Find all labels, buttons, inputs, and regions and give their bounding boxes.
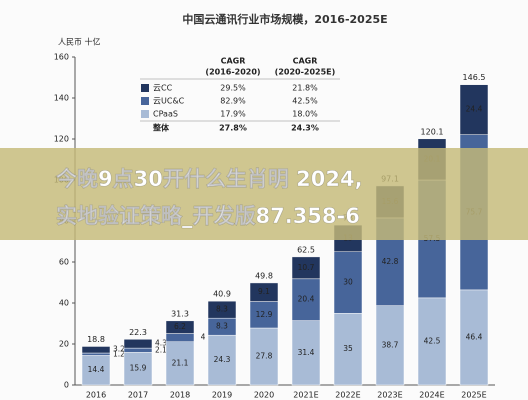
y-tick-label: 160 <box>54 53 69 62</box>
bar-segment <box>81 346 111 354</box>
cagr-value: 17.9% <box>220 110 246 119</box>
cagr-header: CAGR <box>221 57 246 66</box>
bar-segment <box>123 339 153 349</box>
x-tick-label: 2018 <box>170 391 190 400</box>
bar-segment <box>291 320 321 386</box>
data-label: 42.5 <box>424 336 441 345</box>
bar-segment <box>207 300 237 319</box>
legend-swatch <box>141 97 149 105</box>
bar-segment <box>165 341 195 386</box>
data-label: 46.4 <box>466 332 483 341</box>
bar-segment <box>459 289 489 386</box>
bar-segment <box>291 278 321 321</box>
total-label: 146.5 <box>463 73 486 82</box>
bar-segment <box>333 313 363 386</box>
data-label: 3.2 <box>113 345 125 354</box>
cagr-value: 42.5% <box>292 97 318 106</box>
x-tick-label: 2023E <box>377 391 402 400</box>
y-axis-unit: 人民币 十亿 <box>58 37 101 47</box>
cagr-value: 29.5% <box>220 84 246 93</box>
legend-swatch <box>141 84 149 92</box>
x-tick-label: 2016 <box>86 391 106 400</box>
cagr-value: 18.0% <box>292 110 318 119</box>
bar-segment <box>291 256 321 280</box>
x-tick-label: 2022E <box>335 391 360 400</box>
y-tick-label: 40 <box>59 299 69 308</box>
data-label: 8.3 <box>216 305 228 314</box>
total-label: 31.3 <box>171 309 189 318</box>
legend-label: 云CC <box>153 84 173 93</box>
data-label: 10.7 <box>298 263 315 272</box>
data-label: 4.3 <box>155 339 167 348</box>
cagr-header: (2020-2025E) <box>275 68 336 77</box>
total-label: 40.9 <box>213 290 231 299</box>
data-label: 4 <box>201 333 206 342</box>
bar-segment <box>165 320 195 334</box>
bar-segment <box>165 333 195 342</box>
bar-segment <box>249 301 279 329</box>
x-tick-label: 2021E <box>293 391 318 400</box>
data-label: 42.8 <box>382 257 399 266</box>
bar-segment <box>459 84 489 135</box>
y-tick-label: 0 <box>64 381 69 390</box>
overlay-text: 实地验证策略_开发版87.358-6 <box>56 204 360 228</box>
overall-label: 整体 <box>152 123 170 133</box>
data-label: 12.9 <box>256 310 273 319</box>
data-label: 21.1 <box>172 358 189 367</box>
data-label: 20.4 <box>298 295 315 304</box>
data-label: 14.4 <box>88 365 105 374</box>
data-label: 2.1 <box>155 345 167 354</box>
data-label: 35 <box>343 344 353 353</box>
data-label: 15.9 <box>130 364 147 373</box>
bar-segment <box>123 352 153 386</box>
bar-segment <box>81 355 111 386</box>
x-tick-label: 2017 <box>128 391 148 400</box>
data-label: 27.8 <box>256 352 273 361</box>
total-label: 62.5 <box>297 245 315 254</box>
chart-title: 中国云通讯行业市场规模，2016-2025E <box>182 12 387 26</box>
y-tick-label: 140 <box>54 94 69 103</box>
bar-segment <box>207 334 237 386</box>
overall-cagr: 27.8% <box>219 124 247 133</box>
total-label: 22.3 <box>129 328 147 337</box>
y-tick-label: 60 <box>59 258 69 267</box>
cagr-value: 82.9% <box>220 97 246 106</box>
total-label: 49.8 <box>255 271 273 280</box>
data-label: 24.4 <box>466 105 483 114</box>
legend-label: CPaaS <box>153 110 178 119</box>
cagr-header: CAGR <box>293 57 318 66</box>
data-label: 30 <box>343 278 353 287</box>
data-label: 38.7 <box>382 340 399 349</box>
x-tick-label: 2024E <box>419 391 444 400</box>
data-label: 9.1 <box>258 287 270 296</box>
bar-segment <box>81 352 111 356</box>
cagr-header: (2016-2020) <box>205 68 260 77</box>
total-label: 18.8 <box>87 335 105 344</box>
bar-segment <box>417 297 447 386</box>
y-tick-label: 20 <box>59 340 69 349</box>
bar-segment <box>375 305 405 386</box>
cagr-value: 21.8% <box>292 84 318 93</box>
data-label: 1.2 <box>113 349 125 358</box>
legend-swatch <box>141 110 149 118</box>
x-tick-label: 2019 <box>212 391 232 400</box>
x-tick-label: 2025E <box>461 391 486 400</box>
x-tick-label: 2020 <box>254 391 274 400</box>
bar-segment <box>249 282 279 302</box>
bar-segment <box>333 251 363 314</box>
total-label: 120.1 <box>421 127 444 136</box>
overlay-text: 今晚9点30开什么生肖明 2024, <box>56 167 363 191</box>
bar-segment <box>249 327 279 386</box>
data-label: 8.3 <box>216 322 228 331</box>
data-label: 31.4 <box>298 348 315 357</box>
overlay-banner <box>0 148 528 240</box>
data-label: 24.3 <box>214 355 231 364</box>
legend-label: 云UC&C <box>153 97 185 106</box>
data-label: 6.2 <box>174 322 186 331</box>
overall-cagr: 24.3% <box>291 124 319 133</box>
bar-segment <box>123 347 153 353</box>
y-tick-label: 120 <box>54 135 69 144</box>
